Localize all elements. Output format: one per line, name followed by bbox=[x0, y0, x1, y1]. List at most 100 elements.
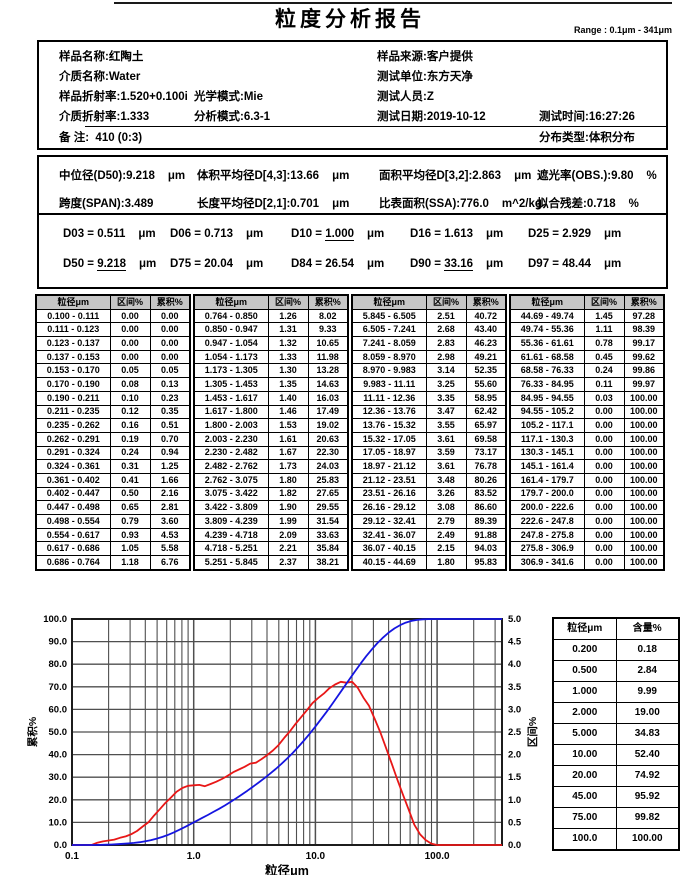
content-header-cell: 粒径μm bbox=[552, 617, 617, 640]
dist-row: 76.33 - 84.95 0.11 99.97 bbox=[509, 377, 665, 392]
dist-cell: 1.33 bbox=[267, 349, 309, 365]
dist-row: 161.4 - 179.7 0.00 100.00 bbox=[509, 472, 665, 488]
dist-row: 8.059 - 8.970 2.98 49.21 bbox=[351, 349, 507, 365]
stat-obscuration: 遮光率(OBS.):9.80% bbox=[537, 170, 657, 182]
y-left-tick-label: 30.0 bbox=[49, 772, 68, 783]
cumulative-curve bbox=[72, 618, 502, 846]
dist-row: 1.617 - 1.800 1.46 17.49 bbox=[193, 404, 349, 420]
dist-cell: 100.00 bbox=[623, 486, 665, 502]
dist-cell: 22.30 bbox=[307, 445, 349, 461]
dist-cell: 3.60 bbox=[149, 514, 191, 529]
dist-cell: 1.73 bbox=[267, 459, 309, 474]
dist-row: 17.05 - 18.97 3.59 73.17 bbox=[351, 445, 507, 461]
dvalue-d84: D84 = 26.54 μm bbox=[291, 258, 385, 270]
dist-cell: 1.453 - 1.617 bbox=[193, 390, 269, 406]
dist-cell: 2.09 bbox=[267, 527, 309, 543]
dist-cell: 100.00 bbox=[623, 390, 665, 406]
dist-cell: 9.983 - 11.11 bbox=[351, 377, 427, 392]
dvalue-d03: D03 = 0.511 μm bbox=[63, 228, 156, 240]
y-right-tick-label: 3.0 bbox=[508, 704, 521, 715]
dvalue-d75: D75 = 20.04 μm bbox=[170, 258, 264, 270]
content-cell: 52.40 bbox=[615, 744, 680, 766]
content-cell: 20.00 bbox=[552, 765, 617, 787]
dist-header-cell: 累积% bbox=[307, 294, 349, 310]
dist-cell: 2.37 bbox=[267, 555, 309, 571]
analysis-mode-field: 分析模式:6.3-1 bbox=[194, 111, 271, 123]
dist-cell: 1.53 bbox=[267, 418, 309, 433]
dist-cell: 11.11 - 12.36 bbox=[351, 390, 427, 406]
dist-cell: 100.00 bbox=[623, 459, 665, 474]
dist-cell: 73.17 bbox=[465, 445, 507, 461]
y-left-axis-title: 累积% bbox=[26, 716, 39, 747]
dist-header-cell: 区间% bbox=[425, 294, 467, 310]
stat-area-mean: 面积平均径D[3,2]:2.863 μm bbox=[379, 170, 532, 182]
dist-row: 5.251 - 5.845 2.37 38.21 bbox=[193, 555, 349, 571]
page-title: 粒度分析报告 bbox=[275, 8, 425, 31]
particle-size-chart: 0.0 0.0 10.0 0.5 20.0 1.0 30.0 1.5 40.0 2.0 50.0 2.… bbox=[26, 614, 539, 875]
dist-cell: 0.123 - 0.137 bbox=[35, 336, 111, 351]
dist-row: 49.74 - 55.36 1.11 98.39 bbox=[509, 322, 665, 338]
stats-divider bbox=[39, 213, 666, 215]
dist-cell: 3.14 bbox=[425, 363, 467, 379]
dist-header-cell: 区间% bbox=[583, 294, 625, 310]
tester-field: 测试人员:Z bbox=[377, 91, 434, 103]
dist-row: 84.95 - 94.55 0.03 100.00 bbox=[509, 390, 665, 406]
dist-cell: 1.35 bbox=[267, 377, 309, 392]
dist-cell: 0.00 bbox=[109, 308, 151, 324]
dist-cell: 0.00 bbox=[583, 404, 625, 420]
stat-residual: 拟合残差:0.718% bbox=[537, 198, 639, 210]
dist-cell: 1.90 bbox=[267, 500, 309, 515]
dist-cell: 83.52 bbox=[465, 486, 507, 502]
stat-volume-mean: 体积平均径D[4,3]:13.66 μm bbox=[197, 170, 350, 182]
dist-header-cell: 区间% bbox=[267, 294, 309, 310]
dist-cell: 0.00 bbox=[149, 308, 191, 324]
dist-cell: 1.26 bbox=[267, 308, 309, 324]
dist-cell: 31.54 bbox=[307, 514, 349, 529]
dist-row: 0.262 - 0.291 0.19 0.70 bbox=[35, 431, 191, 447]
dist-cell: 0.00 bbox=[583, 527, 625, 543]
info-box: 样品名称:红陶土 样品来源:客户提供 介质名称:Water 测试单位:东方天净 … bbox=[37, 40, 668, 150]
dist-cell: 1.800 - 2.003 bbox=[193, 418, 269, 433]
dist-cell: 0.00 bbox=[583, 459, 625, 474]
dist-cell: 0.324 - 0.361 bbox=[35, 459, 111, 474]
dist-cell: 91.88 bbox=[465, 527, 507, 543]
dist-cell: 145.1 - 161.4 bbox=[509, 459, 585, 474]
medium-ri-field: 介质折射率:1.333 bbox=[59, 111, 150, 123]
y-right-tick-label: 0.5 bbox=[508, 817, 522, 828]
dist-cell: 49.74 - 55.36 bbox=[509, 322, 585, 338]
dist-cell: 0.00 bbox=[109, 336, 151, 351]
content-cell: 34.83 bbox=[615, 723, 680, 745]
dist-cell: 0.45 bbox=[583, 349, 625, 365]
test-unit-field: 测试单位:东方天净 bbox=[377, 71, 473, 83]
content-row: 0.500 2.84 bbox=[552, 660, 680, 682]
dist-cell: 0.79 bbox=[109, 514, 151, 529]
dist-row: 3.075 - 3.422 1.82 27.65 bbox=[193, 486, 349, 502]
dist-row: 2.482 - 2.762 1.73 24.03 bbox=[193, 459, 349, 474]
sample-source-field: 样品来源:客户提供 bbox=[377, 51, 473, 63]
dist-cell: 2.003 - 2.230 bbox=[193, 431, 269, 447]
dist-cell: 3.422 - 3.809 bbox=[193, 500, 269, 515]
y-right-tick-label: 4.5 bbox=[508, 637, 522, 648]
dist-cell: 0.05 bbox=[149, 363, 191, 379]
dvalue-d10: D10 = 1.000 μm bbox=[291, 228, 385, 241]
dist-cell: 0.00 bbox=[149, 322, 191, 338]
dist-cell: 20.63 bbox=[307, 431, 349, 447]
content-row: 75.00 99.82 bbox=[552, 807, 680, 829]
y-right-tick-label: 5.0 bbox=[508, 614, 521, 625]
dist-row: 9.983 - 11.11 3.25 55.60 bbox=[351, 377, 507, 392]
distribution-table-group-2: 粒径μm 区间% 累积% 0.764 - 0.850 1.26 8.02 0.850 - 0… bbox=[193, 294, 349, 571]
x-tick-label: 10.0 bbox=[306, 851, 326, 862]
content-row: 2.000 19.00 bbox=[552, 702, 680, 724]
dist-cell: 0.153 - 0.170 bbox=[35, 363, 111, 379]
dist-row: 275.8 - 306.9 0.00 100.00 bbox=[509, 541, 665, 557]
dist-row: 4.239 - 4.718 2.09 33.63 bbox=[193, 527, 349, 543]
dist-cell: 0.70 bbox=[149, 431, 191, 447]
dist-cell: 3.61 bbox=[425, 459, 467, 474]
dist-cell: 1.40 bbox=[267, 390, 309, 406]
dist-cell: 0.00 bbox=[583, 555, 625, 571]
dist-cell: 25.83 bbox=[307, 472, 349, 488]
y-right-tick-label: 2.5 bbox=[508, 727, 522, 738]
dist-cell: 1.80 bbox=[267, 472, 309, 488]
dist-row: 0.170 - 0.190 0.08 0.13 bbox=[35, 377, 191, 392]
